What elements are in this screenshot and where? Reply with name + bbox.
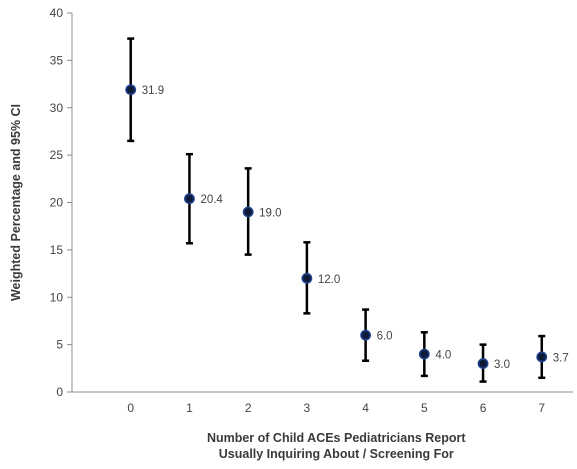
errorbars-layer bbox=[127, 37, 546, 383]
markers-layer bbox=[125, 84, 548, 369]
y-axis-title: Weighted Percentage and 95% CI bbox=[9, 104, 23, 301]
data-point bbox=[536, 351, 548, 363]
data-label: 3.0 bbox=[494, 359, 510, 371]
data-point bbox=[184, 193, 195, 205]
y-tick-label: 25 bbox=[50, 148, 64, 162]
y-tick-label: 0 bbox=[56, 385, 63, 399]
x-tick-label: 0 bbox=[127, 401, 134, 415]
y-tick-label: 35 bbox=[50, 53, 64, 67]
data-point bbox=[242, 206, 254, 218]
data-label: 6.0 bbox=[377, 331, 393, 343]
data-label: 12.0 bbox=[318, 274, 340, 286]
data-label: 31.9 bbox=[142, 85, 164, 97]
x-axis-title-line-2: Usually Inquiring About / Screening For bbox=[219, 447, 454, 461]
y-tick-label: 15 bbox=[50, 243, 64, 257]
data-point bbox=[418, 348, 430, 360]
x-axis-title-line-1: Number of Child ACEs Pediatricians Repor… bbox=[207, 431, 466, 445]
data-point bbox=[301, 272, 313, 284]
y-tick-label: 40 bbox=[50, 6, 64, 20]
x-tick-label: 4 bbox=[362, 401, 369, 415]
y-tick-label: 10 bbox=[50, 290, 64, 304]
data-point bbox=[125, 84, 137, 96]
y-tick-label: 5 bbox=[56, 338, 63, 352]
x-tick-label: 6 bbox=[480, 401, 487, 415]
data-label: 20.4 bbox=[200, 194, 223, 206]
x-tick-label: 1 bbox=[186, 401, 193, 415]
x-tick-label: 3 bbox=[304, 401, 311, 415]
axes-layer: 0 5 10 15 20 25 30 35 40 0 1 2 3 4 5 6 7 bbox=[50, 6, 573, 415]
x-tick-label: 7 bbox=[538, 401, 545, 415]
data-label: 4.0 bbox=[435, 350, 451, 362]
data-point bbox=[360, 329, 372, 341]
y-tick-label: 30 bbox=[50, 101, 64, 115]
data-point bbox=[477, 358, 489, 369]
x-tick-label: 5 bbox=[421, 401, 428, 415]
data-label: 19.0 bbox=[259, 207, 281, 219]
axis-titles-layer: Weighted Percentage and 95% CI Number of … bbox=[9, 104, 466, 461]
data-label: 3.7 bbox=[553, 352, 569, 364]
data-labels-layer: 31.9 20.4 19.0 12.0 6.0 4.0 3.0 3.7 bbox=[142, 85, 569, 371]
y-tick-label: 20 bbox=[50, 196, 64, 210]
x-tick-label: 2 bbox=[245, 401, 252, 415]
